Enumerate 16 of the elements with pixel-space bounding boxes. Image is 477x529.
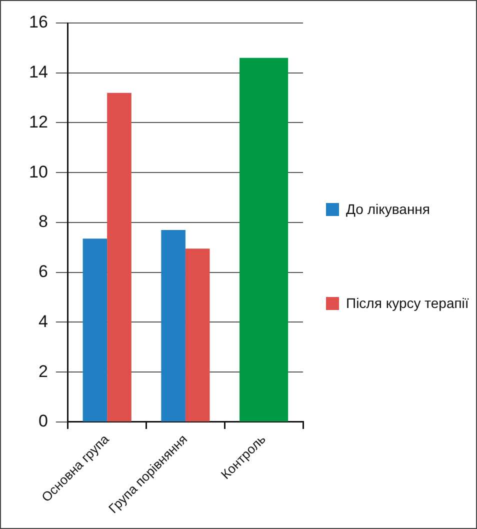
bar xyxy=(161,230,186,422)
y-tick-label: 6 xyxy=(38,262,48,282)
y-tick-label: 16 xyxy=(28,12,48,32)
bar xyxy=(240,58,288,422)
y-tick-label: 14 xyxy=(28,62,48,82)
y-tick-label: 4 xyxy=(38,312,48,331)
bar xyxy=(107,92,132,422)
bar xyxy=(82,238,108,422)
y-tick-label: 12 xyxy=(28,112,48,132)
legend-label: Після курсу терапії xyxy=(346,295,469,311)
bar xyxy=(185,248,210,422)
y-tick-label: 0 xyxy=(38,412,48,431)
y-tick-label: 2 xyxy=(38,362,48,381)
y-tick-label: 10 xyxy=(28,162,48,182)
y-tick-label: 8 xyxy=(38,212,48,232)
legend-label: До лікування xyxy=(346,201,430,217)
